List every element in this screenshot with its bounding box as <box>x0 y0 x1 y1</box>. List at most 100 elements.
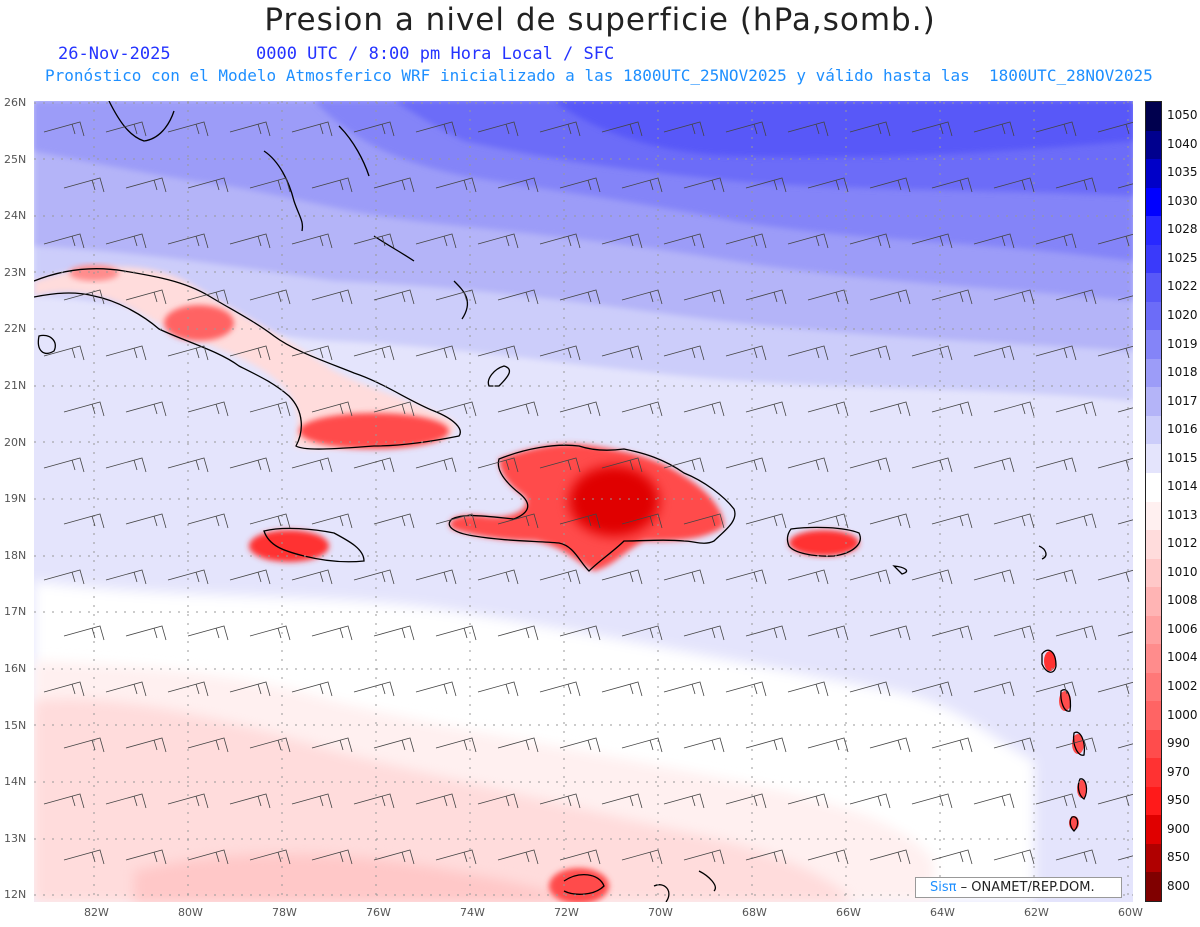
wind-barb <box>931 849 973 865</box>
lon-label: 64W <box>930 906 955 919</box>
wind-barb <box>435 513 477 529</box>
wind-barb <box>1117 295 1133 301</box>
wind-barb <box>187 289 229 305</box>
wind-barb <box>683 289 725 305</box>
wind-barb <box>311 289 353 305</box>
wind-barb <box>373 849 415 865</box>
credit-box: Sisπ – ONAMET/REP.DOM. <box>915 877 1122 898</box>
wind-barb <box>621 177 663 193</box>
colorbar-swatch <box>1146 843 1161 873</box>
wind-barb <box>663 793 705 809</box>
wind-barb <box>167 121 209 137</box>
wind-barb <box>1117 855 1133 861</box>
colorbar-swatch <box>1146 530 1161 560</box>
wind-barb <box>683 849 725 865</box>
wind-barb <box>415 233 457 249</box>
lon-label: 80W <box>178 906 203 919</box>
wind-barb <box>849 121 891 137</box>
lon-label: 78W <box>272 906 297 919</box>
wind-barb <box>229 345 271 361</box>
wind-barb <box>973 569 1015 585</box>
model-info: Pronóstico con el Modelo Atmosferico WRF… <box>45 66 1153 85</box>
wind-barb <box>187 401 229 417</box>
wind-barb <box>601 569 643 585</box>
colorbar-level: 1030 <box>1167 193 1198 208</box>
wind-barb <box>477 345 519 361</box>
map-canvas <box>34 101 1133 902</box>
wind-barb <box>807 625 849 641</box>
wind-barb <box>663 457 705 473</box>
colorbar-level: 1035 <box>1167 165 1198 180</box>
pressure-colorbar <box>1145 101 1162 902</box>
colorbar-swatch <box>1146 872 1161 902</box>
wind-barb <box>125 737 167 753</box>
wind-barb <box>807 177 849 193</box>
wind-barb <box>373 513 415 529</box>
wind-barb <box>1097 233 1133 247</box>
colorbar-level: 1000 <box>1167 707 1198 722</box>
land-pressure <box>34 265 1087 902</box>
colorbar-swatch <box>1146 187 1161 217</box>
colorbar-level: 1017 <box>1167 393 1198 408</box>
wind-barb <box>1097 121 1133 135</box>
colorbar-swatch <box>1146 501 1161 531</box>
wind-barb <box>725 569 767 585</box>
colorbar-swatch <box>1146 786 1161 816</box>
wind-barb <box>849 793 891 809</box>
wind-barb <box>1035 681 1077 697</box>
wind-barb <box>353 681 395 697</box>
wind-barb <box>787 793 829 809</box>
colorbar-swatch <box>1146 130 1161 160</box>
lon-label: 72W <box>554 906 579 919</box>
pressure-map <box>34 101 1133 902</box>
wind-barb <box>373 625 415 641</box>
wind-barb <box>1117 519 1133 525</box>
wind-barb <box>539 233 581 249</box>
forecast-time: 0000 UTC / 8:00 pm Hora Local / SFC <box>256 44 615 64</box>
wind-barb <box>849 345 891 361</box>
wind-barb <box>63 737 105 753</box>
lat-label: 19N <box>4 492 27 506</box>
wind-barb <box>1117 183 1133 189</box>
wind-barb <box>911 345 953 361</box>
wind-barb <box>415 457 457 473</box>
wind-barb <box>1097 793 1133 807</box>
wind-barb <box>663 681 705 697</box>
wind-barb <box>621 625 663 641</box>
colorbar-level: 970 <box>1167 764 1190 779</box>
lat-label: 21N <box>4 379 27 392</box>
wind-barb <box>311 849 353 865</box>
wind-barb <box>869 737 911 753</box>
wind-barb <box>663 345 705 361</box>
lat-label: 23N <box>4 265 27 279</box>
wind-barb <box>187 849 229 865</box>
wind-barb <box>477 457 519 473</box>
wind-barb <box>663 569 705 585</box>
colorbar-level: 1015 <box>1167 450 1198 465</box>
colorbar-level: 850 <box>1167 850 1190 865</box>
wind-barb <box>43 121 85 137</box>
wind-barb <box>745 177 787 193</box>
lat-label: 16N <box>4 662 27 675</box>
wind-barb <box>725 121 767 137</box>
wind-barb <box>125 849 167 865</box>
colorbar-swatch <box>1146 701 1161 731</box>
wind-barb <box>663 233 705 249</box>
wind-barb <box>1097 345 1133 359</box>
wind-barb <box>63 849 105 865</box>
wind-barb <box>1035 569 1077 585</box>
wind-barb <box>125 177 167 193</box>
wind-barb <box>187 177 229 193</box>
wind-barb <box>1055 737 1097 753</box>
wind-barb <box>807 289 849 305</box>
lon-label: 66W <box>836 906 861 919</box>
wind-barb <box>539 457 581 473</box>
wind-barb <box>477 121 519 137</box>
wind-barb <box>249 289 291 305</box>
wind-barb <box>229 793 271 809</box>
wind-barb <box>229 457 271 473</box>
colorbar-swatch <box>1146 102 1161 132</box>
wind-barb <box>1035 233 1077 249</box>
wind-barb <box>63 401 105 417</box>
wind-barb <box>745 737 787 753</box>
